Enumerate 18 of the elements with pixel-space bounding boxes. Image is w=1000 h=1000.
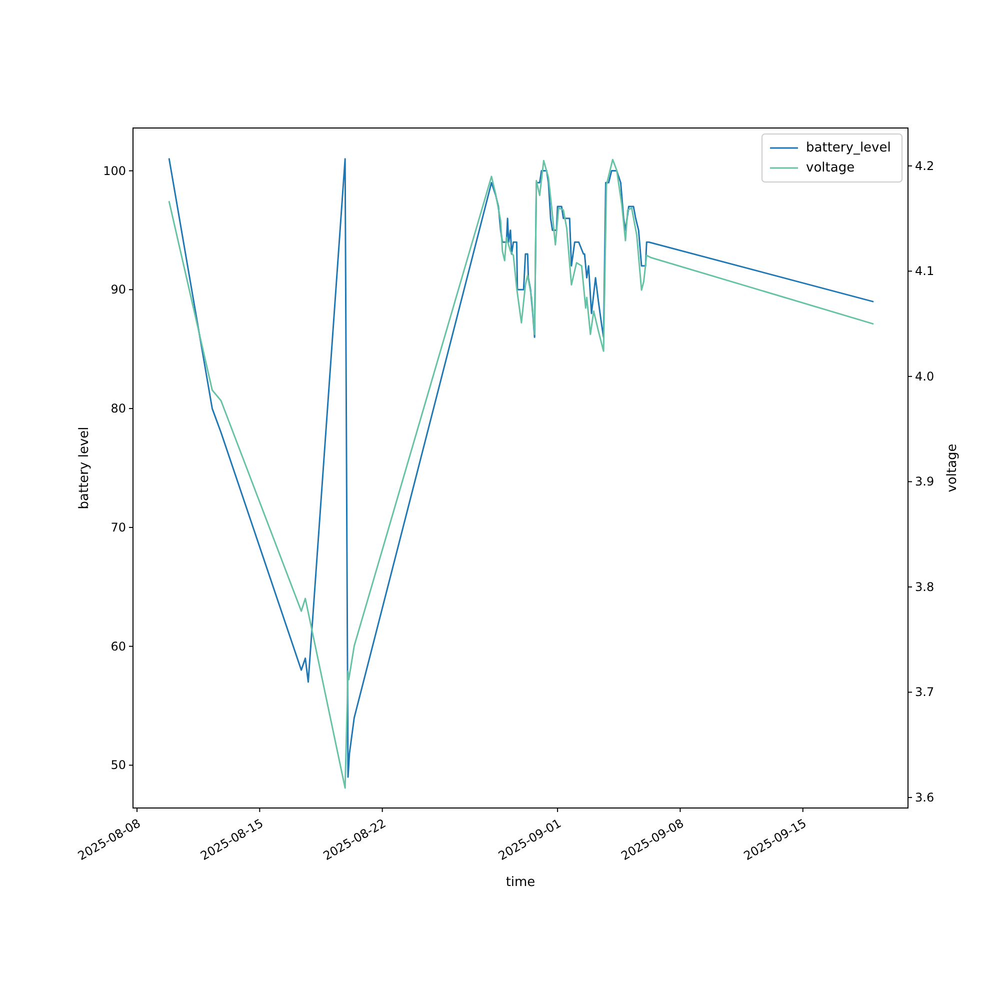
x-axis-title: time <box>506 875 536 890</box>
y-tick-label: 60 <box>110 639 126 654</box>
y2-tick-label: 4.2 <box>915 158 934 173</box>
y-tick-label: 80 <box>110 402 126 416</box>
y-tick-label: 90 <box>110 282 126 297</box>
legend-label: voltage <box>806 160 855 176</box>
y2-tick-label: 4.1 <box>915 264 934 278</box>
y2-tick-label: 3.6 <box>915 790 934 804</box>
y2-tick-label: 3.8 <box>915 580 934 594</box>
y-tick-label: 50 <box>110 758 126 772</box>
legend-label: battery_level <box>806 140 891 156</box>
y-tick-label: 70 <box>110 520 126 534</box>
y-tick-label: 100 <box>103 164 126 178</box>
y2-axis-title: voltage <box>945 444 960 492</box>
y2-tick-label: 3.7 <box>915 685 934 700</box>
y-axis-title: battery level <box>77 426 92 510</box>
y2-tick-label: 4.0 <box>915 369 934 384</box>
y2-tick-label: 3.9 <box>915 474 934 489</box>
